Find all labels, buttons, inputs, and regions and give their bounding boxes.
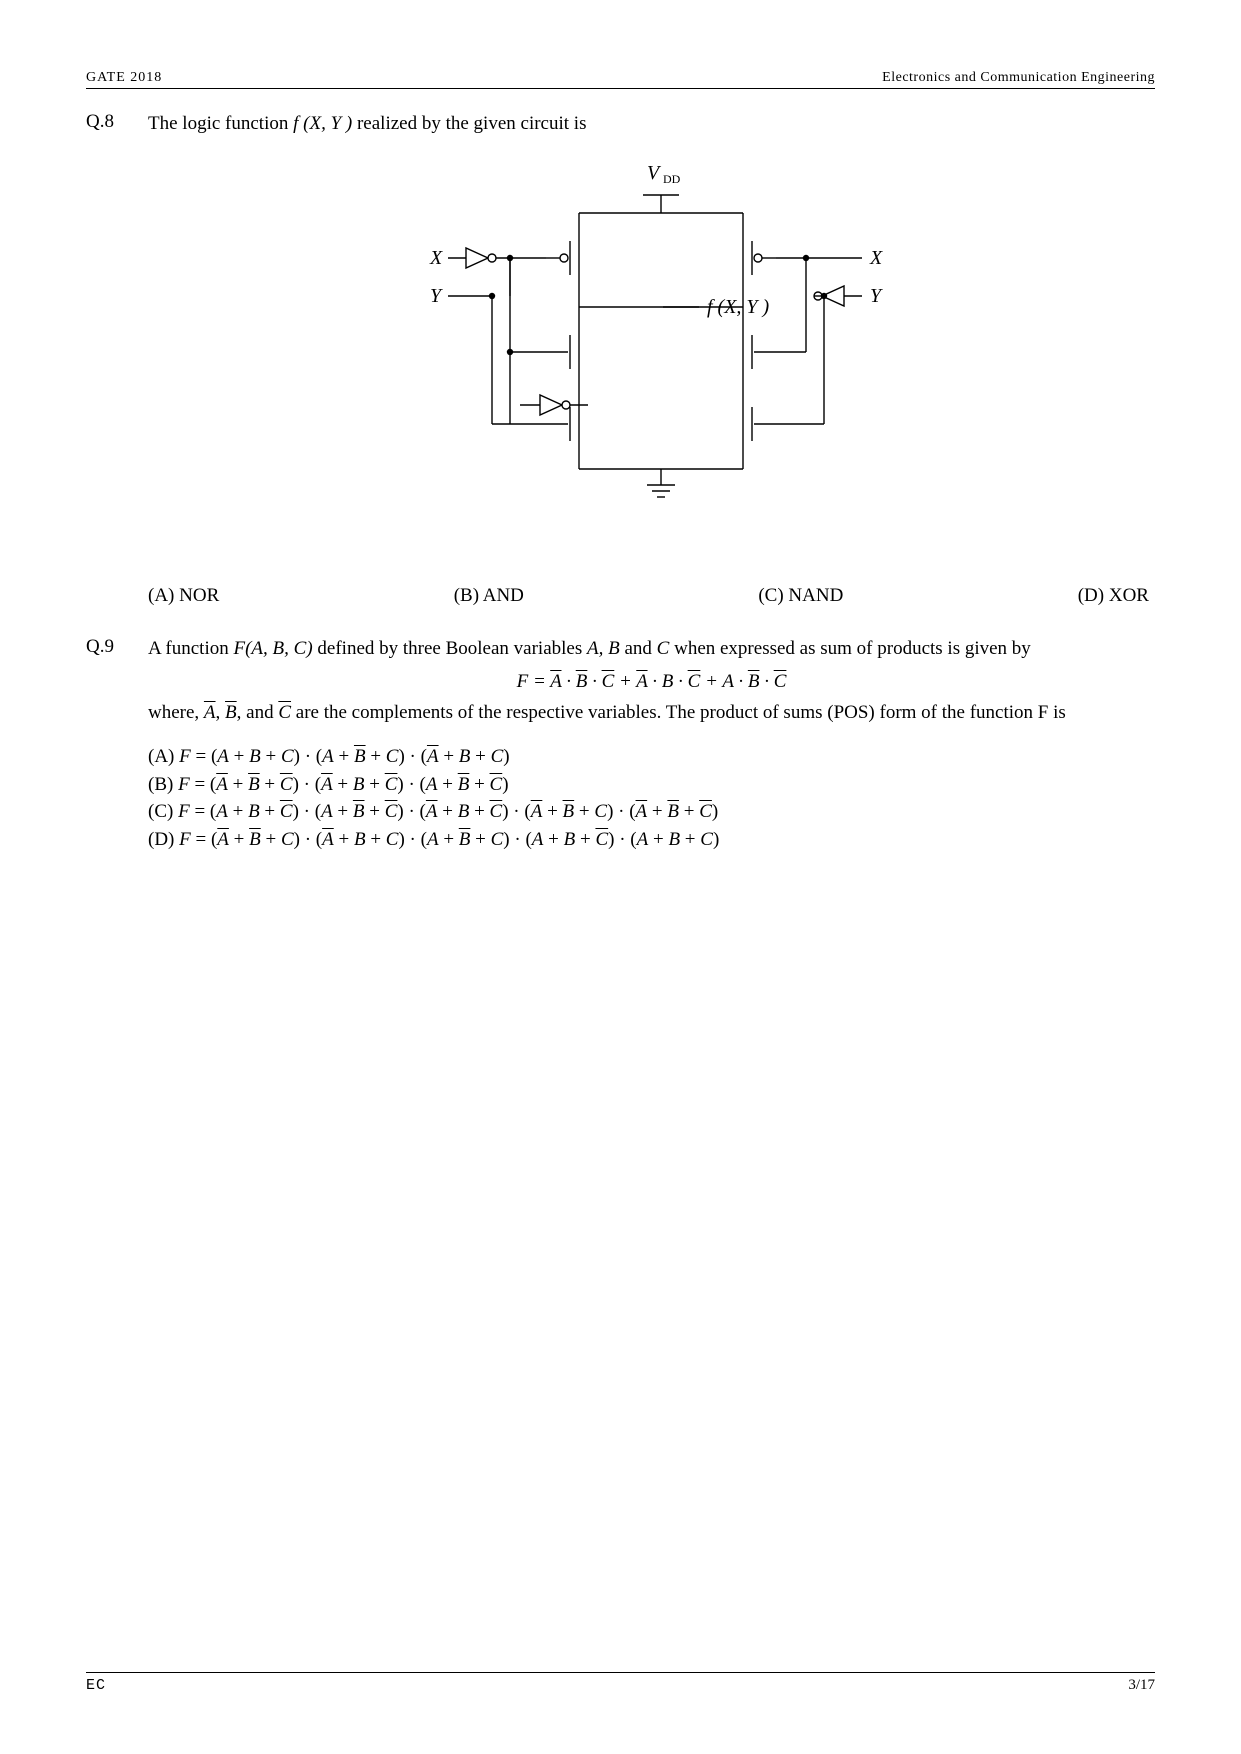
- q8-stem-func: f (X, Y ): [293, 113, 352, 134]
- q9-l1a: A function: [148, 638, 234, 659]
- q9-opt-c: (C) F = (A + B + C) · (A + B + C) · (A +…: [148, 798, 1155, 826]
- q9-opt-a: (A) F = (A + B + C) · (A + B + C) · (A +…: [148, 743, 1155, 771]
- q8-opt-c: (C) NAND: [758, 583, 843, 609]
- svg-text:f (X, Y ): f (X, Y ): [707, 296, 770, 318]
- circuit-svg: VDDf (X, Y )XYXY: [392, 159, 912, 549]
- svg-text:Y: Y: [430, 285, 443, 307]
- q9-l2f: C: [278, 702, 291, 723]
- svg-text:X: X: [429, 247, 443, 269]
- q9-l1e: and: [620, 638, 657, 659]
- header-left: GATE 2018: [86, 70, 162, 86]
- svg-text:DD: DD: [663, 172, 681, 186]
- question-8: Q.8 The logic function f (X, Y ) realize…: [86, 111, 1155, 608]
- question-number: Q.9: [86, 636, 148, 853]
- question-body: The logic function f (X, Y ) realized by…: [148, 111, 1155, 608]
- q9-l2d: B: [225, 702, 237, 723]
- question-9: Q.9 A function F(A, B, C) defined by thr…: [86, 636, 1155, 853]
- q9-l1g: when expressed as sum of products is giv…: [669, 638, 1030, 659]
- q9-equation: F = A · B · C + A · B · C + A · B · C: [148, 669, 1155, 695]
- q8-stem-b: realized by the given circuit is: [352, 113, 586, 134]
- svg-text:Y: Y: [870, 285, 883, 307]
- header-right: Electronics and Communication Engineerin…: [882, 70, 1155, 86]
- q8-opt-d: (D) XOR: [1078, 583, 1149, 609]
- question-number: Q.8: [86, 111, 148, 608]
- q8-opt-a: (A) NOR: [148, 583, 219, 609]
- q9-l2g: are the complements of the respective va…: [291, 702, 1066, 723]
- q9-l2b: A: [204, 702, 216, 723]
- q9-l1c: defined by three Boolean variables: [313, 638, 587, 659]
- q9-opt-b: (B) F = (A + B + C) · (A + B + C) · (A +…: [148, 771, 1155, 799]
- q9-l2c: ,: [216, 702, 226, 723]
- eq-lhs: F =: [517, 671, 551, 692]
- question-body: A function F(A, B, C) defined by three B…: [148, 636, 1155, 853]
- q9-l1b: F(A, B, C): [234, 638, 313, 659]
- q8-options: (A) NOR (B) AND (C) NAND (D) XOR: [148, 583, 1149, 609]
- q8-stem-a: The logic function: [148, 113, 293, 134]
- svg-text:V: V: [647, 162, 662, 184]
- page-header: GATE 2018 Electronics and Communication …: [86, 70, 1155, 89]
- footer-right: 3/17: [1128, 1677, 1155, 1694]
- footer-left: EC: [86, 1677, 106, 1694]
- circuit-diagram: VDDf (X, Y )XYXY: [148, 159, 1155, 549]
- q9-l1f: C: [657, 638, 670, 659]
- q9-l2a: where,: [148, 702, 204, 723]
- q9-opt-d: (D) F = (A + B + C) · (A + B + C) · (A +…: [148, 826, 1155, 854]
- q8-opt-b: (B) AND: [454, 583, 524, 609]
- q9-l1d: A, B: [587, 638, 620, 659]
- svg-text:X: X: [869, 247, 883, 269]
- q9-options: (A) F = (A + B + C) · (A + B + C) · (A +…: [148, 743, 1155, 853]
- page-footer: EC 3/17: [86, 1672, 1155, 1694]
- q9-l2e: , and: [237, 702, 279, 723]
